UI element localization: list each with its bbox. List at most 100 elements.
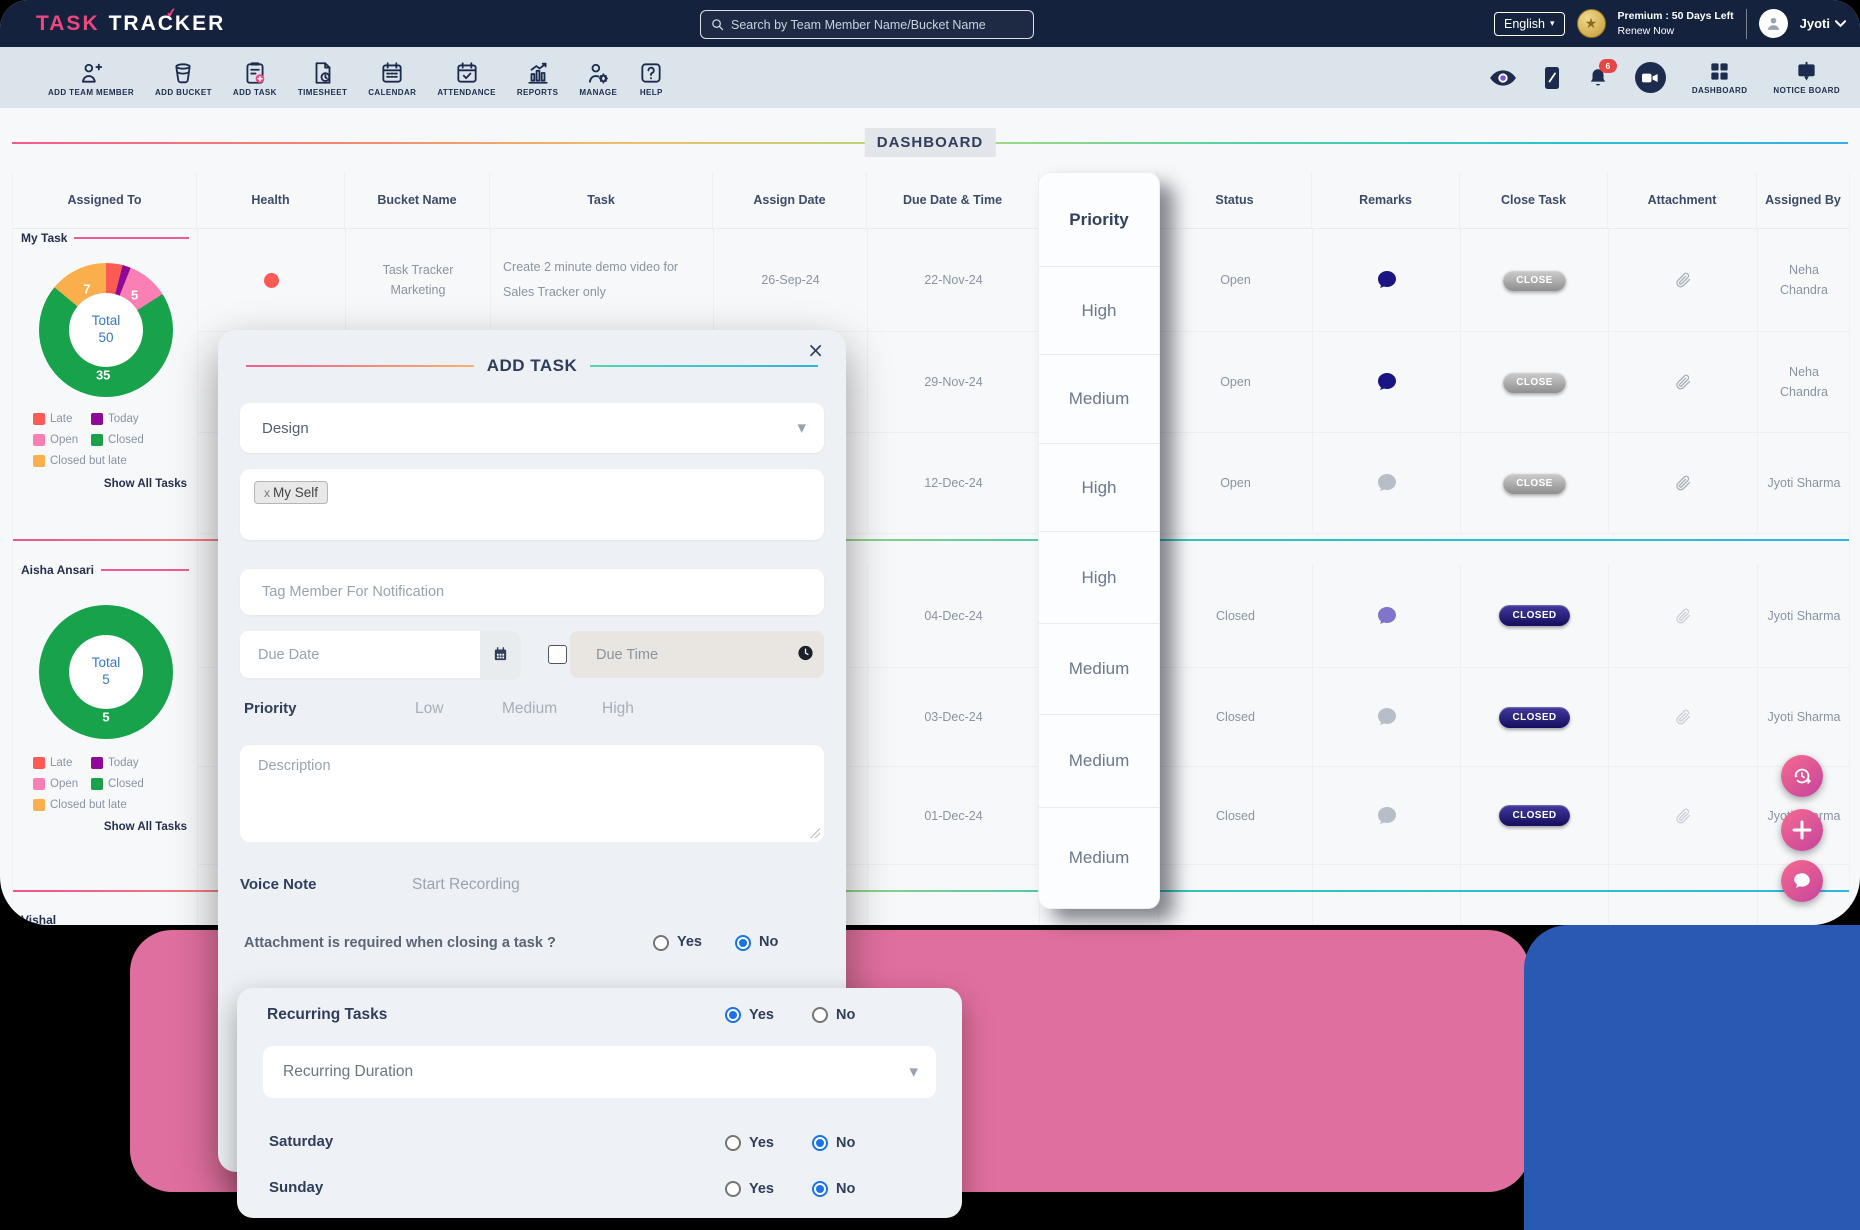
priority-option-high[interactable]: High — [602, 700, 634, 717]
saturday-no-label: No — [836, 1135, 856, 1151]
donut-center: Total 5 — [69, 635, 143, 709]
search-icon — [712, 19, 724, 31]
toolbar-manage[interactable]: MANAGE — [579, 59, 617, 97]
notifications-button[interactable]: 6 — [1587, 58, 1617, 90]
attachment-paperclip-icon[interactable] — [1674, 708, 1692, 726]
sunday-no-label: No — [836, 1181, 856, 1197]
health-dot — [264, 272, 279, 288]
assignee-multiselect[interactable]: x My Self — [240, 469, 824, 540]
attachment-paperclip-icon[interactable] — [1674, 607, 1692, 625]
add-fab[interactable] — [1781, 809, 1823, 851]
premium-days-left: Premium : 50 Days Left — [1617, 10, 1734, 23]
chip-remove-icon[interactable]: x — [264, 486, 270, 500]
cell-bucket: Task Tracker Marketing — [346, 229, 491, 331]
dashboard-grid-icon — [1711, 63, 1728, 80]
cell-assigned_by: Neha Chandra — [1780, 365, 1828, 399]
tag-member-input[interactable] — [240, 569, 824, 615]
toolbar-reports[interactable]: REPORTS — [517, 59, 558, 97]
priority-option-medium[interactable]: Medium — [502, 700, 558, 717]
remark-chat-icon[interactable] — [1375, 370, 1399, 394]
section-vishal-partial: Vishal — [21, 913, 57, 925]
navbar-divider — [1745, 8, 1747, 39]
video-button[interactable] — [1634, 62, 1666, 93]
due-date-input[interactable] — [240, 631, 480, 678]
toolbar-timesheet[interactable]: TIMESHEET — [298, 59, 347, 97]
voice-note-label: Voice Note — [240, 876, 317, 893]
attachment-paperclip-icon[interactable] — [1674, 474, 1692, 492]
attachment-paperclip-icon[interactable] — [1674, 373, 1692, 391]
app-logo[interactable]: TASK TRACKER ✔ — [36, 0, 225, 47]
clock-icon[interactable] — [797, 644, 814, 665]
close-icon[interactable]: × — [807, 338, 824, 362]
priority-label: Priority — [244, 700, 297, 717]
attachment-yes-radio[interactable] — [653, 935, 669, 951]
remark-chat-icon[interactable] — [1375, 804, 1399, 828]
toolbar-help[interactable]: HELP — [638, 59, 664, 97]
recurring-duration-select[interactable]: Recurring Duration ▼ — [263, 1046, 936, 1098]
close-task-button[interactable]: CLOSE — [1503, 371, 1566, 393]
resize-handle[interactable] — [810, 828, 820, 838]
column-header: Attachment — [1608, 172, 1757, 228]
calendar-icon[interactable] — [480, 631, 520, 678]
toolbar-attendance[interactable]: ATTENDANCE — [437, 59, 496, 97]
close-task-button[interactable]: CLOSED — [1499, 805, 1570, 826]
legend-swatch — [91, 778, 103, 790]
notes-button[interactable] — [1543, 66, 1561, 90]
attachment-no-radio[interactable] — [735, 935, 751, 951]
attachment-paperclip-icon[interactable] — [1674, 807, 1692, 825]
visibility-toggle[interactable] — [1489, 68, 1517, 88]
attachment-paperclip-icon[interactable] — [1674, 271, 1692, 289]
language-selector[interactable]: English ▾ — [1493, 11, 1565, 36]
saturday-yes-radio[interactable] — [725, 1135, 741, 1151]
sunday-no-radio[interactable] — [812, 1181, 828, 1197]
cell-attachment — [1609, 865, 1758, 925]
legend-item: Closed — [91, 434, 191, 446]
renew-now-link[interactable]: Renew Now — [1617, 24, 1675, 37]
premium-star-icon[interactable]: ★ — [1576, 9, 1606, 38]
show-all-tasks-link[interactable]: Show All Tasks — [103, 821, 187, 833]
remark-chat-icon[interactable] — [1375, 268, 1399, 292]
aisha-donut-chart[interactable]: Total 5 5 — [39, 605, 173, 739]
legend-swatch — [33, 413, 45, 425]
user-avatar[interactable] — [1758, 9, 1788, 38]
priority-option-low[interactable]: Low — [415, 700, 444, 717]
dashboard-nav[interactable]: DASHBOARD — [1692, 60, 1748, 95]
my-task-donut-chart[interactable]: Total 50 5 35 7 — [39, 263, 173, 397]
chat-fab[interactable] — [1781, 860, 1823, 902]
sunday-yes-radio[interactable] — [725, 1181, 741, 1197]
close-task-button[interactable]: CLOSE — [1503, 472, 1566, 494]
cell-close: CLOSE — [1461, 332, 1609, 432]
legend-swatch — [91, 434, 103, 446]
description-field — [240, 745, 824, 842]
legend-item: Late — [33, 413, 91, 425]
close-task-button[interactable]: CLOSE — [1503, 269, 1566, 291]
recurring-no-radio[interactable] — [812, 1007, 828, 1023]
priority-cell: High — [1039, 267, 1159, 355]
video-camera-icon — [1634, 62, 1666, 93]
recurring-yes-radio[interactable] — [725, 1007, 741, 1023]
remark-chat-icon[interactable] — [1375, 471, 1399, 495]
plus-icon — [1792, 820, 1812, 840]
search-input[interactable] — [725, 17, 1033, 32]
close-task-button[interactable]: CLOSED — [1499, 605, 1570, 626]
show-all-tasks-link[interactable]: Show All Tasks — [103, 478, 187, 490]
start-recording-button[interactable]: Start Recording — [412, 876, 520, 893]
table-row: Task Tracker Marketing Create 2 minute de… — [198, 229, 1850, 332]
history-fab[interactable] — [1781, 755, 1823, 797]
bucket-select[interactable]: Design ▼ — [240, 403, 824, 453]
legend-item: Closed but late — [33, 455, 191, 467]
remark-chat-icon[interactable] — [1375, 705, 1399, 729]
toolbar-add-task[interactable]: ADD TASK — [233, 59, 277, 97]
cell-due: 04-Dec-24 — [868, 564, 1040, 667]
user-menu[interactable]: Jyoti — [1800, 16, 1846, 31]
toolbar-calendar[interactable]: CALENDAR — [368, 59, 416, 97]
toolbar-add-bucket[interactable]: ADD BUCKET — [155, 59, 212, 97]
saturday-no-radio[interactable] — [812, 1135, 828, 1151]
remark-chat-icon[interactable] — [1375, 604, 1399, 628]
description-textarea[interactable] — [240, 745, 824, 842]
notice-board-nav[interactable]: NOTICE BOARD — [1773, 60, 1840, 95]
close-task-button[interactable]: CLOSED — [1499, 706, 1570, 728]
column-header: Assigned To — [13, 172, 197, 228]
due-time-checkbox[interactable] — [548, 645, 567, 664]
toolbar-add-team-member[interactable]: ADD TEAM MEMBER — [48, 59, 134, 97]
